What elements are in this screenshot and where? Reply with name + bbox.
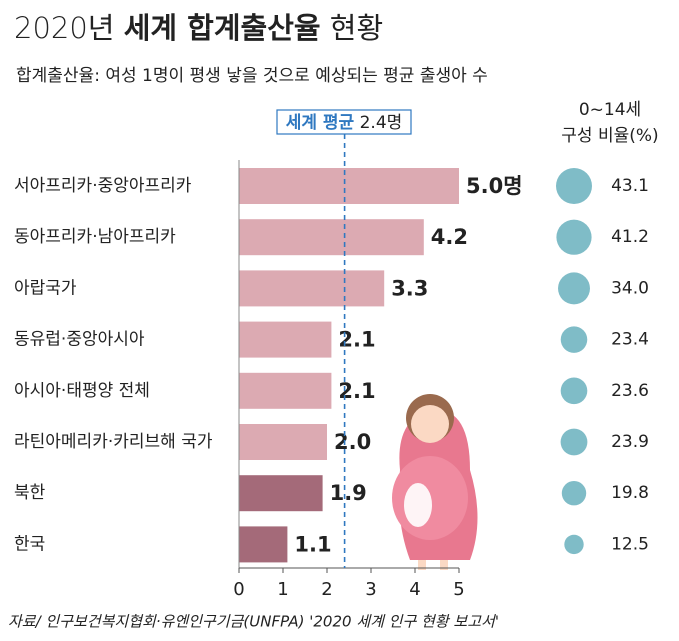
title-part: 2020년 <box>14 11 114 45</box>
value-label: 4.2 <box>431 225 468 249</box>
bubble-label: 23.4 <box>611 330 649 350</box>
bubble-label: 43.1 <box>611 176 649 196</box>
bar <box>239 270 385 307</box>
bar <box>239 372 332 409</box>
bar <box>239 424 327 460</box>
bubble-label: 12.5 <box>611 534 649 554</box>
bubble <box>560 377 588 405</box>
category-label: 한국 <box>14 534 45 554</box>
bar <box>239 321 332 358</box>
bar <box>239 526 288 563</box>
value-label: 2.0 <box>334 430 371 454</box>
value-label: 5.0명 <box>466 174 523 198</box>
x-tick-label: 1 <box>277 579 288 600</box>
bar <box>239 168 459 204</box>
category-label: 서아프리카·중앙아프리카 <box>14 176 192 196</box>
bubble-label: 23.9 <box>611 432 649 452</box>
category-label: 동아프리카·남아프리카 <box>14 227 176 247</box>
average-name: 세계 평균 <box>286 113 355 133</box>
bubble-label: 23.6 <box>611 381 649 401</box>
average-value: 2.4명 <box>360 113 403 133</box>
subtitle: 합계출산율: 여성 1명이 평생 낳을 것으로 예상되는 평균 출생아 수 <box>16 66 488 86</box>
category-label: 북한 <box>14 483 46 503</box>
value-label: 2.1 <box>338 328 375 352</box>
title-part: 현황 <box>330 11 383 45</box>
bubble-label: 41.2 <box>611 227 649 247</box>
average-box <box>276 109 412 135</box>
chart-title: 2020년 세계 합계출산율 현황 <box>14 11 383 45</box>
bubble-label: 19.8 <box>611 483 649 503</box>
category-label: 아시아·태평양 전체 <box>14 381 150 401</box>
x-tick-label: 5 <box>453 579 464 600</box>
value-label: 3.3 <box>391 276 428 300</box>
bubble <box>561 480 587 506</box>
bubble <box>560 326 588 353</box>
illustration <box>392 394 478 570</box>
bar <box>239 219 424 256</box>
bubble <box>556 219 592 255</box>
bubble <box>564 534 584 555</box>
category-label: 동유럽·중앙아시아 <box>14 330 145 350</box>
category-label: 라틴아메리카·카리브해 국가 <box>14 432 213 452</box>
value-label: 1.1 <box>294 532 331 556</box>
bubble-label: 34.0 <box>611 278 649 298</box>
x-tick-label: 4 <box>409 579 420 600</box>
bar <box>239 475 323 512</box>
x-tick-label: 0 <box>233 579 244 600</box>
bubble-header: 0~14세 <box>579 100 641 120</box>
source: 자료/ 인구보건복지협회·유엔인구기금(UNFPA) '2020 세계 인구 현… <box>8 613 499 631</box>
value-label: 1.9 <box>330 481 367 505</box>
average-label: 세계 평균 2.4명 <box>286 113 403 133</box>
bubble <box>558 272 590 305</box>
title-part: 세계 합계출산율 <box>124 11 321 45</box>
x-tick-label: 2 <box>321 579 332 600</box>
bubble <box>556 168 592 204</box>
x-tick-label: 3 <box>365 579 376 600</box>
category-label: 아랍국가 <box>14 278 77 298</box>
bubble <box>560 428 588 456</box>
bubble-header: 구성 비율(%) <box>561 126 658 146</box>
